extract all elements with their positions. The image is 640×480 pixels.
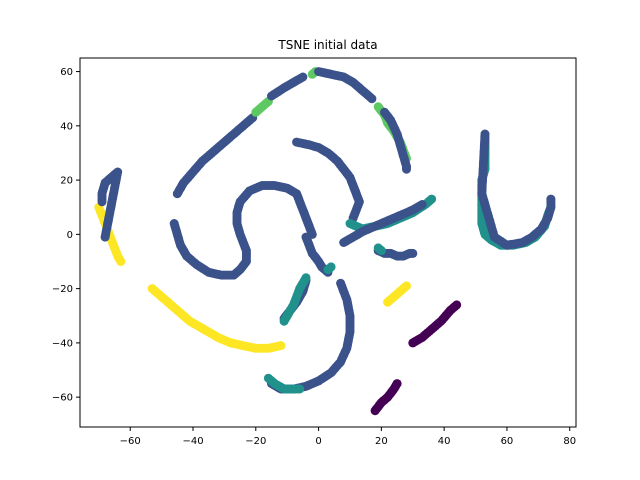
y-tick-label: −20 [52, 284, 73, 295]
series-9 [169, 181, 317, 280]
series-22 [279, 273, 311, 326]
series-10 [292, 137, 364, 223]
series-18 [477, 129, 556, 250]
data-point [452, 300, 462, 310]
y-tick-label: −60 [52, 393, 73, 404]
series-19 [147, 284, 286, 353]
x-tick-label: 20 [375, 436, 388, 447]
data-point [116, 257, 126, 266]
series-4 [314, 67, 377, 104]
series-24 [263, 373, 305, 394]
data-point [295, 384, 305, 394]
data-point [402, 164, 411, 174]
y-tick-label: 60 [60, 67, 73, 78]
series-20 [383, 281, 411, 307]
y-tick-label: 0 [67, 230, 73, 241]
data-point [326, 262, 336, 272]
series-0 [172, 113, 258, 199]
chart-title: TSNE initial data [277, 38, 377, 52]
x-tick-label: −40 [182, 436, 203, 447]
y-tick-label: −40 [52, 338, 73, 349]
data-points [94, 67, 556, 416]
series-15 [373, 246, 418, 261]
series-14 [323, 262, 336, 275]
series-16 [373, 243, 386, 256]
series-8 [97, 167, 123, 242]
data-point [408, 248, 418, 258]
y-tick-label: 40 [60, 121, 73, 132]
x-tick-label: 60 [501, 436, 514, 447]
x-tick-label: −60 [120, 436, 141, 447]
data-point [427, 194, 437, 204]
data-point [298, 72, 308, 82]
x-tick-label: 40 [438, 436, 451, 447]
x-axis: −60 −40 −20 0 20 40 60 80 [120, 427, 576, 447]
x-tick-label: 80 [563, 436, 576, 447]
y-tick-label: 20 [60, 176, 73, 187]
series-12 [339, 200, 427, 247]
data-point [276, 341, 286, 351]
data-point [417, 200, 427, 209]
series-26 [370, 379, 402, 416]
series-6 [380, 107, 411, 174]
data-point [279, 316, 289, 326]
series-2 [267, 72, 308, 101]
plot-frame [79, 57, 577, 428]
data-point [546, 194, 556, 204]
x-tick-label: 0 [315, 436, 321, 447]
y-axis: −60 −40 −20 0 20 40 60 [52, 67, 80, 404]
data-point [376, 246, 386, 256]
data-point [100, 232, 110, 242]
data-point [402, 281, 411, 291]
series-25 [408, 300, 462, 348]
x-tick-label: −20 [245, 436, 266, 447]
data-point [367, 94, 377, 104]
data-point [392, 379, 402, 389]
